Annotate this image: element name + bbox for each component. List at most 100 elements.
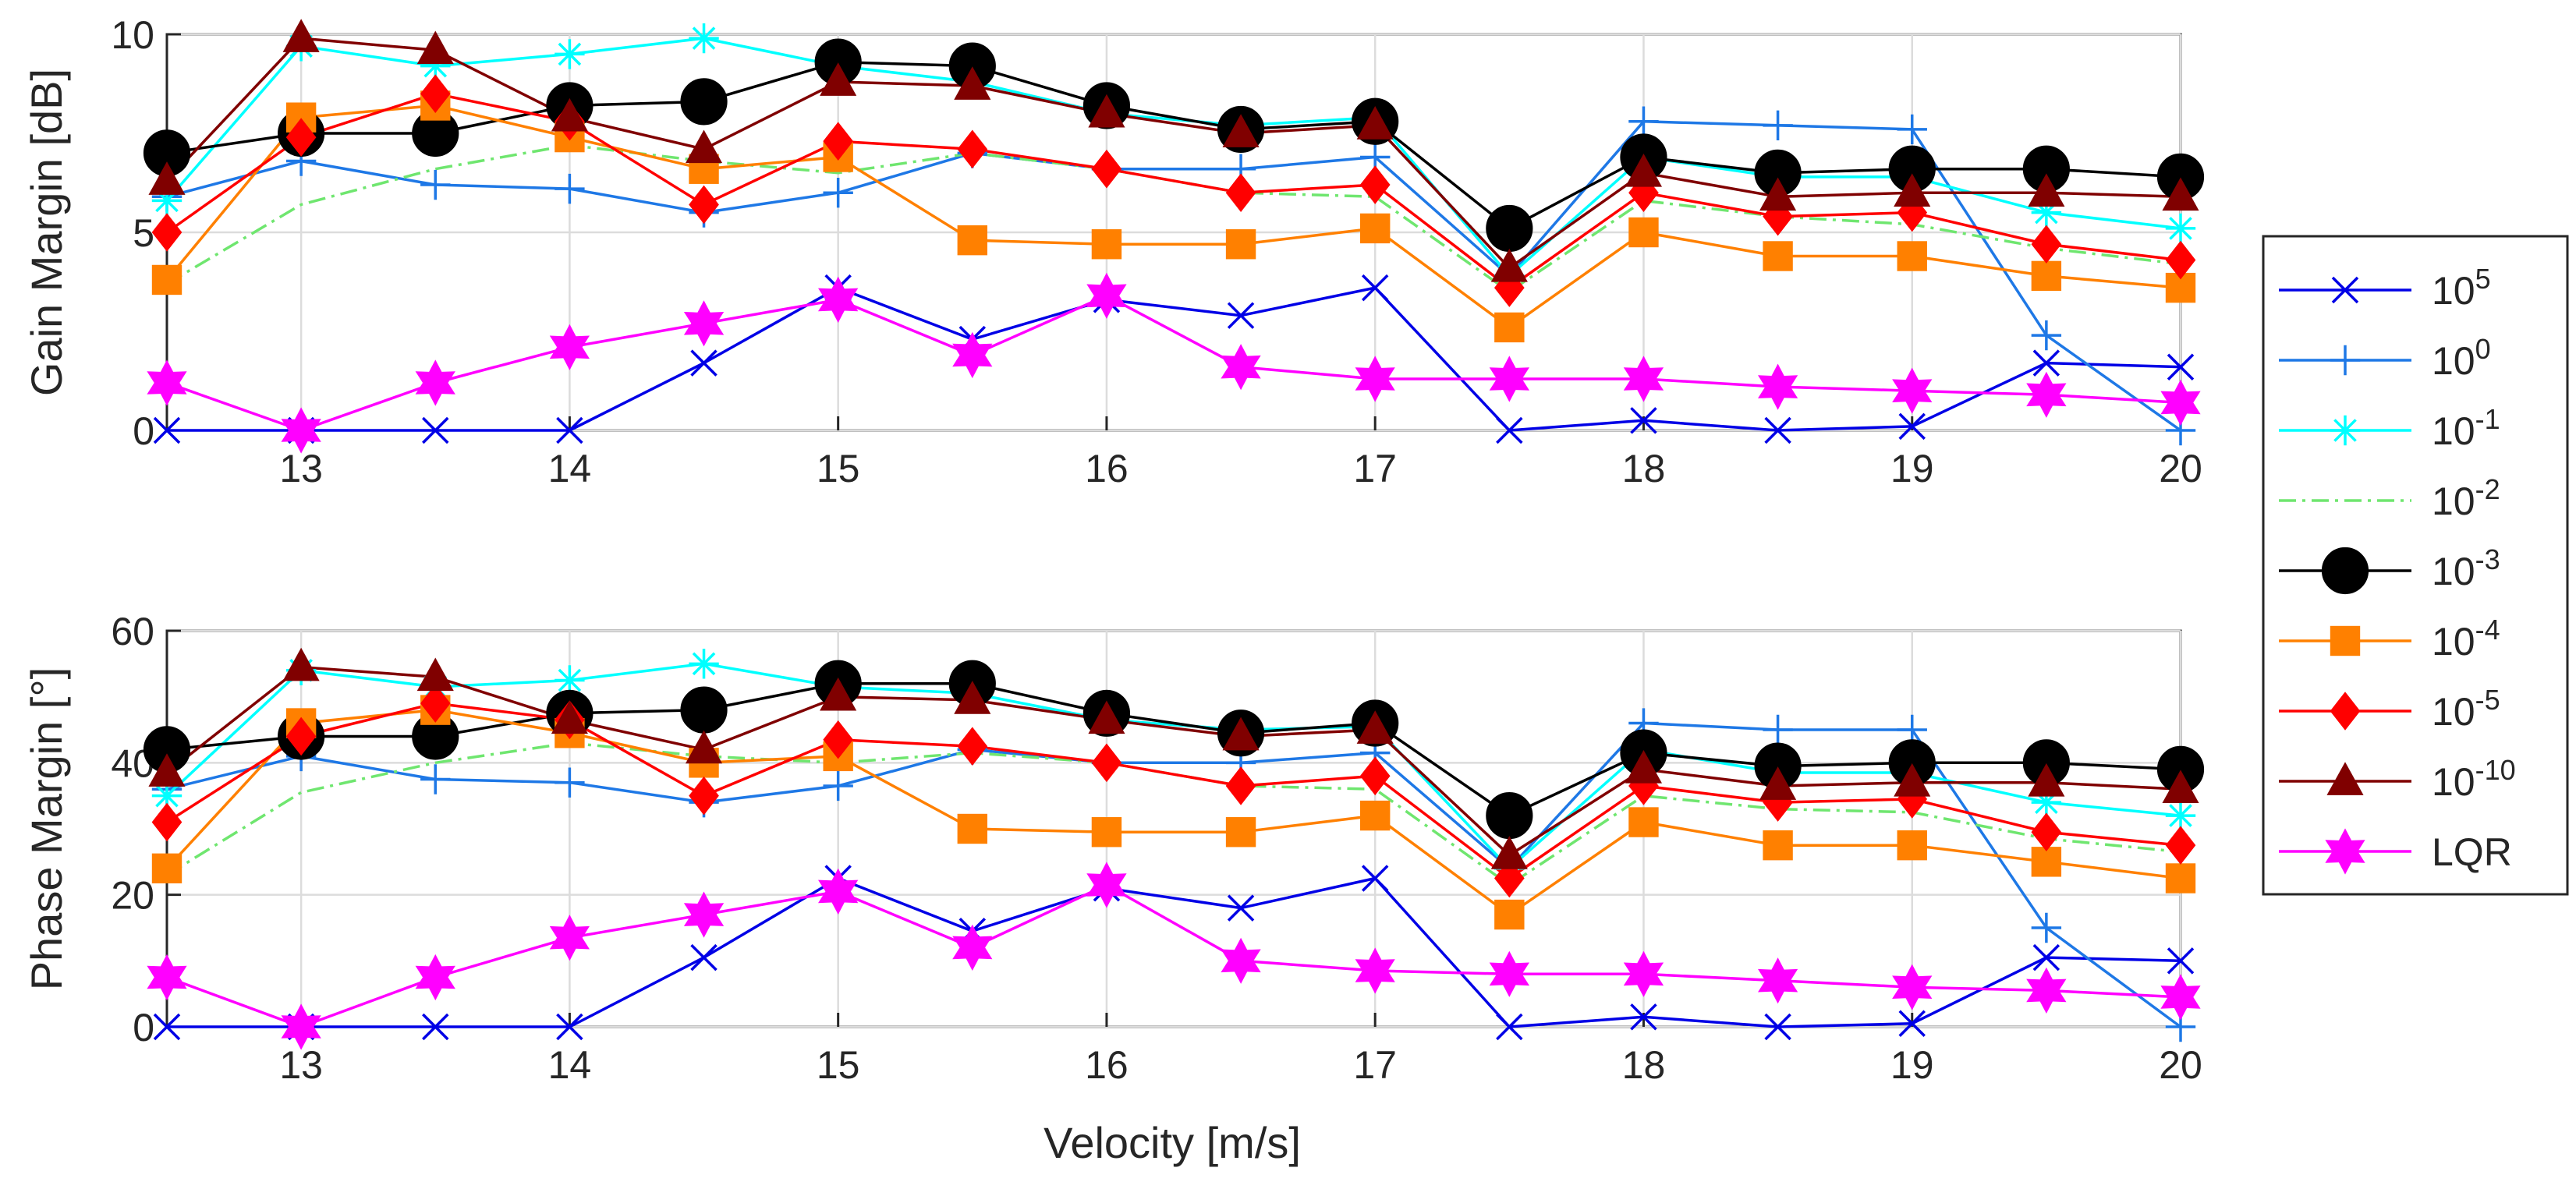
series-line-sm4 [165, 104, 2181, 329]
legend-label: LQR [2432, 830, 2512, 874]
data-point-lqr [147, 359, 187, 406]
x-tick-label: 19 [1890, 1043, 1934, 1087]
data-point-s0 [420, 169, 451, 200]
data-point-sm5 [1091, 149, 1122, 189]
data-point-s0 [1897, 114, 1927, 145]
data-point-sm10 [148, 161, 186, 195]
legend-item-sm10: 10-10 [2279, 754, 2516, 804]
data-point-lqr [1489, 950, 1529, 997]
data-point-lqr [147, 954, 187, 1001]
x-tick-label: 14 [548, 447, 592, 490]
data-point-lqr [1758, 957, 1798, 1004]
data-point-s5 [1496, 1013, 1523, 1041]
series-line-sm5 [165, 92, 2181, 289]
data-point-sm10 [2028, 173, 2065, 207]
data-point-s5 [2032, 943, 2060, 971]
data-point-sm5 [1359, 165, 1391, 204]
data-point-s5 [1227, 894, 1255, 922]
data-point-sm10 [954, 66, 991, 100]
data-point-sm10 [282, 647, 320, 681]
data-point-sm10 [685, 730, 723, 764]
phase-series-lines [165, 662, 2182, 1028]
data-point-sm10 [820, 677, 857, 711]
data-point-s0 [555, 173, 585, 204]
data-point-sm1 [555, 665, 585, 695]
data-point-lqr [683, 300, 725, 347]
data-point-sm10 [820, 62, 857, 96]
data-point-lqr [952, 924, 993, 971]
series-line-s0 [166, 721, 2182, 1028]
phase-series-markers [143, 647, 2205, 1050]
data-point-s0 [823, 178, 853, 208]
legend-marker [2330, 625, 2361, 656]
data-point-sm4 [1628, 807, 1659, 837]
data-point-s5 [690, 349, 718, 377]
legend-label: 10-10 [2432, 754, 2516, 804]
data-point-lqr [281, 407, 321, 454]
data-point-lqr [415, 954, 455, 1001]
x-tick-label: 16 [1085, 1043, 1129, 1087]
series-line-sm1 [165, 662, 2181, 870]
data-point-sm10 [685, 129, 723, 164]
gain-series-lines [165, 37, 2182, 432]
legend-marker [2330, 692, 2361, 731]
series-line-sm2 [166, 741, 2181, 886]
x-tick-label: 15 [817, 1043, 860, 1087]
data-point-sm1 [689, 649, 719, 679]
series-line-s0 [166, 120, 2182, 432]
x-tick-label: 20 [2159, 1043, 2202, 1087]
data-point-s5 [1764, 1013, 1791, 1041]
data-point-lqr [1355, 947, 1395, 994]
data-point-sm1 [420, 51, 451, 81]
data-point-sm4 [2031, 260, 2062, 292]
series-line-sm4 [165, 708, 2181, 916]
data-point-lqr [549, 324, 590, 370]
legend-label: 10-1 [2432, 403, 2500, 453]
y-tick-label: 5 [133, 211, 154, 255]
legend-marker [2325, 828, 2365, 875]
data-point-sm4 [1763, 241, 1793, 271]
data-point-sm10 [551, 97, 588, 132]
phase-plot-frame [165, 629, 2182, 1028]
data-point-lqr [1892, 367, 1933, 414]
data-point-sm5 [823, 122, 854, 161]
data-point-lqr [1758, 363, 1798, 410]
data-point-sm10 [1356, 106, 1394, 140]
data-point-sm4 [1494, 312, 1525, 343]
data-point-lqr [683, 891, 725, 938]
data-point-lqr [818, 276, 859, 323]
y-tick-label: 10 [111, 13, 154, 57]
data-point-s5 [690, 943, 718, 971]
data-point-sm1 [689, 23, 719, 54]
phase-y-axis-label: Phase Margin [°] [22, 667, 71, 991]
data-point-lqr [1623, 950, 1664, 997]
data-point-s5 [556, 1013, 583, 1041]
data-point-s5 [1898, 412, 1926, 441]
data-point-sm10 [1625, 750, 1663, 784]
legend-marker [2330, 345, 2361, 376]
data-point-sm10 [2162, 177, 2199, 211]
legend-label: 10-3 [2432, 543, 2500, 593]
series-line-lqr [166, 294, 2181, 432]
data-point-sm5 [1225, 173, 1256, 212]
legend-item-sm4: 10-4 [2279, 614, 2500, 664]
x-tick-label: 15 [817, 447, 860, 490]
series-line-sm1 [165, 37, 2181, 278]
data-point-sm5 [285, 717, 317, 756]
data-point-sm10 [1222, 717, 1260, 751]
data-point-sm5 [1091, 743, 1122, 783]
data-point-s5 [1227, 302, 1255, 329]
data-point-lqr [2026, 371, 2067, 418]
data-point-sm4 [1360, 800, 1391, 831]
legend-item-s0: 100 [2279, 333, 2491, 383]
data-point-s5 [422, 1013, 449, 1041]
data-point-sm4 [1225, 817, 1256, 848]
y-tick-label: 60 [111, 610, 154, 653]
x-tick-label: 18 [1622, 447, 1666, 490]
data-point-sm10 [1894, 763, 1931, 797]
data-point-sm5 [2165, 240, 2196, 280]
data-point-sm1 [2165, 800, 2196, 831]
data-point-sm10 [1088, 700, 1125, 734]
